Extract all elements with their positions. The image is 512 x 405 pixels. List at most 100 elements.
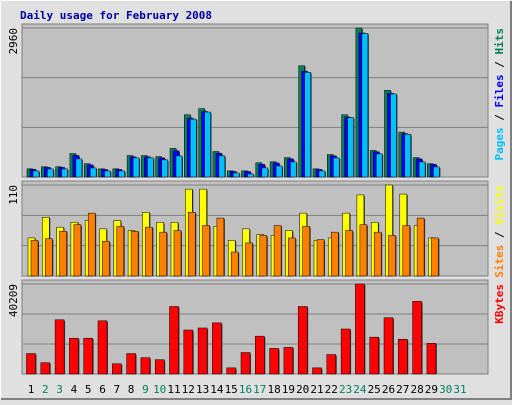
bar [261,167,269,178]
bar [355,283,365,375]
bar [426,343,437,375]
x-tick-label: 3 [56,383,63,396]
bar [247,173,254,178]
legend-entry: Hits [493,28,506,55]
bar [104,170,111,178]
bar [361,33,369,178]
bar [255,335,265,375]
bar [312,367,322,375]
bar [126,353,136,375]
y-tick-label: 2960 [7,28,20,55]
x-tick-label: 27 [396,383,409,396]
bar [59,231,67,277]
bar [112,363,122,375]
x-tick-label: 11 [167,383,180,396]
bar [331,231,339,277]
bar [373,231,382,277]
bar [54,319,65,375]
bar [204,111,211,178]
bar [159,231,167,277]
bar [61,168,68,178]
bar [183,329,194,375]
bar [173,230,182,277]
bar [145,226,153,277]
bar [304,72,311,178]
bar [412,301,422,375]
bar [73,224,82,277]
bar [83,337,93,375]
bar [369,336,379,375]
bar [388,235,396,277]
bar [202,225,210,277]
bar [290,161,297,178]
x-tick-label: 2 [42,383,49,396]
x-tick-label: 4 [71,383,78,396]
legend-separator: / [493,225,506,245]
bar [175,155,183,178]
bar [245,242,253,277]
bar [269,348,279,375]
bar [47,168,54,178]
legend: Pages / Files / Hits [493,28,506,161]
bar [69,337,79,375]
bar [45,238,53,277]
x-tick-label: 9 [142,383,149,396]
bar [89,167,97,178]
bar [404,133,412,178]
x-tick-label: 5 [85,383,92,396]
bar [169,306,179,375]
bar [190,118,197,178]
bar [359,224,368,277]
bar [40,362,51,375]
bar [232,172,240,178]
legend: KBytes [493,284,506,324]
bar [297,306,308,375]
legend: Sites / Visits [493,185,506,278]
legend-entry: Files [493,74,506,107]
y-tick-label: 40209 [7,284,20,317]
bar [383,317,394,375]
bar [97,320,108,375]
bar [340,328,351,375]
bar [130,231,139,277]
legend-separator: / [493,55,506,75]
bar [32,170,40,178]
x-tick-label: 19 [282,383,295,396]
x-tick-label: 20 [296,383,309,396]
bar [87,212,96,277]
bar [375,153,383,178]
bar [333,157,340,178]
bar [273,225,282,277]
x-tick-label: 17 [253,383,266,396]
bar [75,158,83,178]
bar [147,157,154,178]
bar [216,217,225,277]
bar [240,352,251,375]
x-tick-label: 13 [196,383,209,396]
bar [226,367,236,375]
x-tick-label: 30 [439,383,452,396]
bar [416,217,425,277]
x-tick-label: 21 [310,383,323,396]
bar [275,165,283,178]
bar [118,170,126,178]
x-tick-label: 29 [425,383,438,396]
bar [212,322,222,375]
bar [390,93,397,178]
legend-entry: Pages [493,127,506,160]
x-tick-label: 18 [267,383,280,396]
x-tick-label: 16 [239,383,252,396]
bar [30,240,39,277]
bar [345,230,353,277]
x-tick-label: 22 [325,383,338,396]
bar [132,157,140,178]
x-tick-label: 1 [28,383,35,396]
bar [288,237,296,277]
bar [318,170,326,178]
bar [398,338,408,375]
x-tick-label: 31 [453,383,466,396]
legend-entry: Sites [493,245,506,278]
x-tick-label: 10 [153,383,166,396]
